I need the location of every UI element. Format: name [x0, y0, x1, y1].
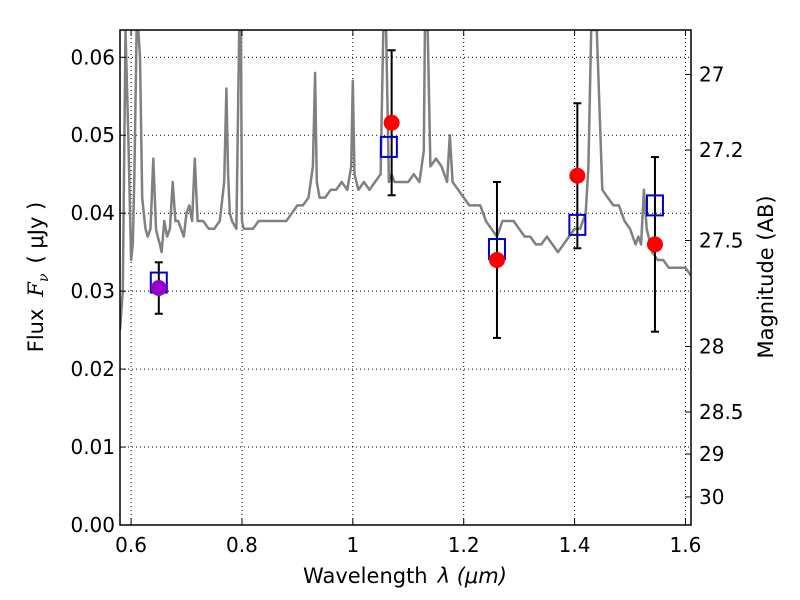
observed-flux-point — [488, 251, 505, 268]
synthetic-flux-marker — [645, 194, 664, 217]
x-tick-label: 1 — [346, 533, 359, 557]
observed-flux-point — [569, 167, 586, 184]
x-axis-label: Wavelength λ (μm) — [303, 564, 507, 588]
y-tick-label: 0.05 — [70, 123, 115, 147]
y-tick-label: 0.01 — [70, 435, 115, 459]
axes: 0.6 0.8 1 1.2 1.4 1.6 0.00 0.01 0.02 0.03 0.04 0.05… — [70, 30, 744, 557]
x-tick-label: 1.2 — [448, 533, 480, 557]
right-tick-label: 29 — [699, 442, 724, 466]
y-tick-label: 0.00 — [70, 513, 115, 537]
right-tick-label: 28.5 — [699, 400, 744, 424]
y-tick-label: 0.06 — [70, 45, 115, 69]
y-tick-label: 0.02 — [70, 357, 115, 381]
y-tick-label: 0.04 — [70, 201, 115, 225]
right-tick-label: 27.5 — [699, 228, 744, 252]
right-tick-label: 28 — [699, 334, 724, 358]
x-tick-label: 0.8 — [226, 533, 258, 557]
model-spectrum-layer — [120, 30, 691, 331]
observed-flux-point — [150, 280, 167, 297]
observed-flux-point — [646, 236, 663, 253]
right-tick-label: 27 — [699, 62, 724, 86]
data-points-layer — [149, 49, 664, 339]
synthetic-flux-marker — [568, 213, 587, 236]
y-tick-label: 0.03 — [70, 279, 115, 303]
x-tick-label: 0.6 — [115, 533, 147, 557]
synthetic-flux-marker — [379, 135, 398, 158]
y-axis-label: FluxFν( μJy ) — [24, 202, 52, 352]
plot-frame — [119, 29, 692, 526]
grid-lines — [120, 30, 691, 525]
right-tick-label: 27.2 — [699, 138, 744, 162]
right-axis-label: Magnitude (AB) — [754, 195, 778, 358]
model-spectrum-line — [120, 30, 691, 331]
x-tick-label: 1.6 — [670, 533, 702, 557]
observed-flux-point — [383, 114, 400, 131]
x-tick-label: 1.4 — [559, 533, 591, 557]
right-tick-label: 30 — [699, 485, 724, 509]
